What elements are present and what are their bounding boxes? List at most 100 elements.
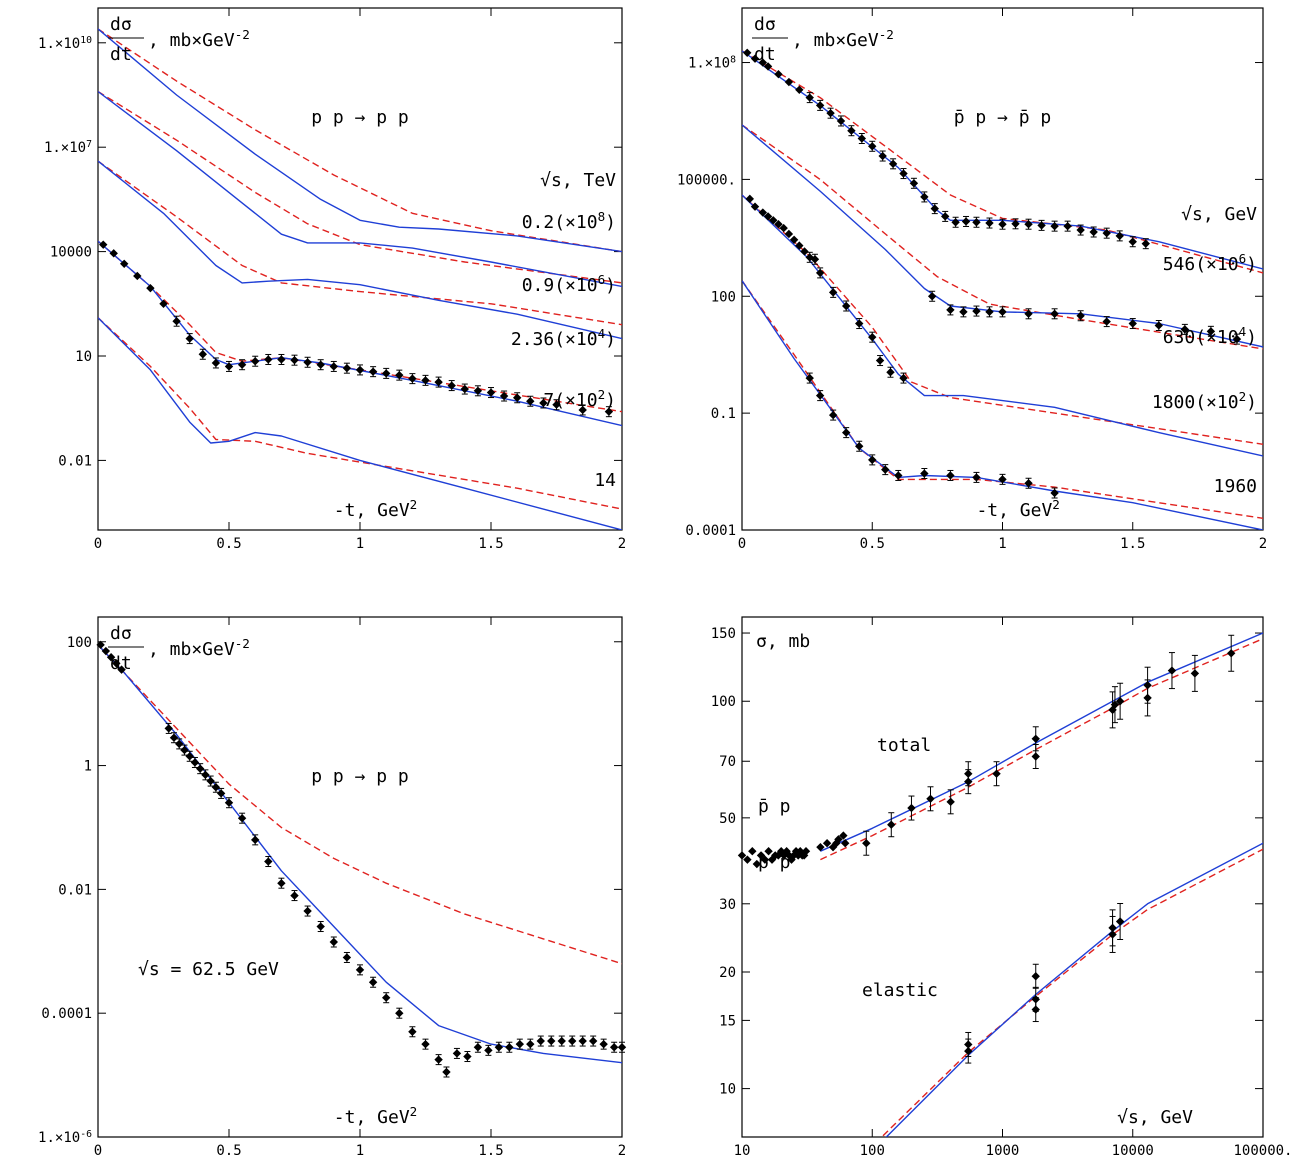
data-point — [1024, 309, 1033, 318]
data-point — [927, 292, 937, 301]
series-energy-label: 630(×104) — [1163, 324, 1257, 349]
data-point — [1108, 923, 1117, 933]
model-curve-solid — [98, 160, 622, 340]
data-point — [434, 1055, 443, 1064]
y-tick-label: 0.01 — [58, 453, 92, 469]
data-point — [909, 179, 919, 188]
data-point — [842, 428, 851, 437]
data-point — [972, 473, 981, 482]
data-point — [777, 847, 786, 856]
data-point — [1190, 669, 1200, 678]
y-tick-label: 1 — [84, 759, 92, 775]
panel-pbarp-plot: 0 0.5 1 1.5 2 1.×108 100000. 100 0.1 0.0001 dσ dt , … — [677, 8, 1267, 552]
data-point — [774, 851, 783, 860]
data-point — [421, 1039, 430, 1049]
data-point — [763, 62, 773, 71]
data-point — [99, 240, 108, 249]
data-point — [216, 789, 226, 798]
data-point — [599, 1039, 608, 1049]
model-curve-dashed — [98, 90, 622, 284]
data-point — [907, 803, 916, 813]
ylabel-units: , mb×GeV-2 — [148, 636, 250, 661]
data-point — [745, 194, 755, 204]
series-energy-label: 0.2(×108) — [522, 209, 616, 234]
panel-pp62-frame — [97, 616, 623, 1138]
data-point — [799, 851, 809, 860]
y-tick-label: 15 — [719, 1013, 736, 1029]
data-point — [463, 1052, 472, 1061]
data-point — [211, 358, 221, 368]
y-tick-label: 0.01 — [58, 882, 92, 898]
data-point — [486, 388, 496, 397]
y-tick-label: 0.1 — [711, 406, 736, 422]
data-point — [834, 835, 843, 844]
data-point — [211, 783, 221, 792]
energy-label: √s, GeV — [1181, 204, 1257, 225]
data-point — [857, 134, 867, 143]
data-point — [805, 253, 814, 262]
data-point — [1154, 321, 1163, 330]
data-point — [894, 471, 903, 480]
data-point — [1102, 317, 1111, 326]
model-curve-solid — [98, 317, 622, 530]
data-point — [237, 813, 247, 823]
panel-sigma-frame — [741, 616, 1264, 1138]
data-point — [1076, 311, 1085, 320]
y-tick-label: 100 — [67, 635, 92, 651]
data-point — [758, 58, 768, 67]
xlabel: √s, GeV — [1117, 1107, 1193, 1128]
data-point — [109, 249, 118, 258]
data-point — [795, 241, 804, 250]
data-point — [839, 831, 848, 840]
data-point — [940, 212, 950, 221]
data-point — [434, 377, 443, 387]
data-point — [536, 1036, 545, 1046]
data-point — [750, 202, 760, 211]
data-point — [290, 355, 299, 365]
data-point — [515, 1039, 525, 1049]
data-point — [460, 384, 469, 394]
data-point — [617, 1043, 627, 1052]
data-point — [355, 965, 365, 975]
y-tick-label: 100000. — [677, 172, 736, 188]
data-point — [172, 317, 181, 326]
data-point — [452, 1049, 462, 1058]
reaction-title: p̄ p → p̄ p — [954, 107, 1052, 128]
data-point — [805, 93, 814, 102]
x-tick-label: 0.5 — [860, 536, 885, 552]
data-point — [992, 769, 1001, 778]
data-point — [1141, 239, 1150, 248]
data-point — [1031, 752, 1040, 761]
data-point — [930, 204, 939, 213]
panel-pp-plot: 0 0.5 1 1.5 2 1.×1010 1.×107 10000 10 0.01 dσ dt , m… — [38, 8, 626, 552]
x-tick-label: 0.5 — [216, 536, 241, 552]
data-point — [473, 386, 483, 395]
data-point — [224, 798, 234, 807]
data-point — [784, 229, 794, 239]
model-curve-solid — [98, 90, 622, 288]
x-tick-label: 1 — [356, 1143, 364, 1155]
ylabel-denominator: dt — [110, 44, 132, 65]
reaction-title: p p → p p — [311, 766, 409, 787]
data-point — [1024, 479, 1033, 488]
x-tick-label: 0 — [94, 1143, 102, 1155]
reaction-title: p p → p p — [311, 107, 409, 128]
data-point — [484, 1046, 493, 1055]
data-point — [146, 283, 155, 293]
data-point — [568, 1036, 577, 1046]
data-point — [329, 362, 338, 371]
series-energy-label: 0.9(×106) — [522, 272, 616, 297]
data-point — [816, 842, 825, 852]
model-curve-dashed — [742, 280, 1263, 519]
data-point — [985, 307, 994, 317]
data-point — [164, 724, 173, 733]
series-energy-label: 1960 — [1214, 476, 1257, 497]
y-tick-label: 10 — [75, 349, 92, 365]
data-point — [421, 376, 430, 385]
x-tick-label: 100 — [860, 1143, 885, 1155]
data-point — [855, 319, 864, 328]
data-point — [828, 288, 838, 297]
data-point — [547, 1036, 556, 1046]
data-point — [368, 978, 378, 987]
data-point — [815, 268, 825, 278]
